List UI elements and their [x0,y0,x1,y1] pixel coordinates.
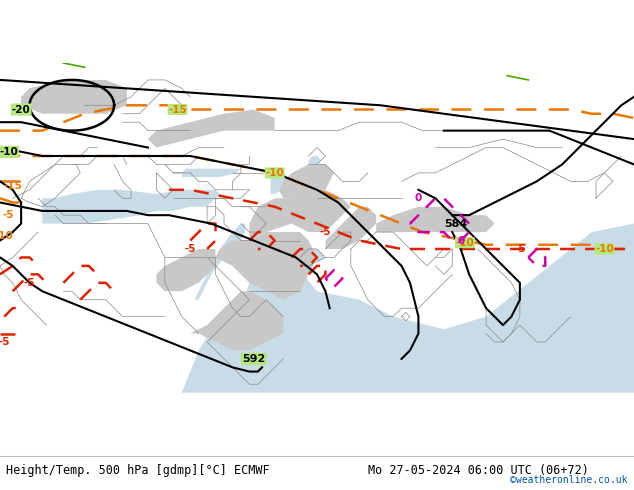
Text: 584: 584 [444,219,467,229]
Polygon shape [195,223,245,300]
Text: 592: 592 [242,354,265,364]
Text: Mo 27-05-2024 06:00 UTC (06+72): Mo 27-05-2024 06:00 UTC (06+72) [368,464,588,477]
Text: 0: 0 [457,236,464,245]
Polygon shape [376,207,495,232]
Text: Height/Temp. 500 hPa [gdmp][°C] ECMWF: Height/Temp. 500 hPa [gdmp][°C] ECMWF [6,464,270,477]
Text: -10: -10 [0,231,13,241]
Text: -5: -5 [24,278,36,288]
Text: -5: -5 [0,337,10,347]
Text: -5: -5 [184,244,196,254]
Text: 0: 0 [415,193,422,203]
Polygon shape [271,169,287,194]
Polygon shape [42,190,220,223]
Text: -5: -5 [3,210,14,220]
Polygon shape [216,232,317,300]
Text: -5: -5 [514,244,526,254]
Polygon shape [300,249,325,262]
Text: -15: -15 [3,181,22,191]
Polygon shape [182,223,634,392]
Polygon shape [148,109,275,147]
Polygon shape [21,80,127,114]
Polygon shape [190,291,283,350]
Polygon shape [157,249,216,291]
Polygon shape [279,165,334,198]
Text: -10: -10 [0,147,18,157]
Polygon shape [309,156,321,165]
Text: -10: -10 [266,168,284,178]
Polygon shape [249,190,351,241]
Text: -15: -15 [168,104,187,115]
Polygon shape [182,169,241,177]
Text: ©weatheronline.co.uk: ©weatheronline.co.uk [510,475,628,485]
Polygon shape [266,236,309,257]
Text: -20: -20 [12,104,30,115]
Text: -5: -5 [320,227,331,237]
Polygon shape [325,207,376,249]
Text: -10: -10 [595,244,614,254]
Text: -10: -10 [456,238,474,247]
